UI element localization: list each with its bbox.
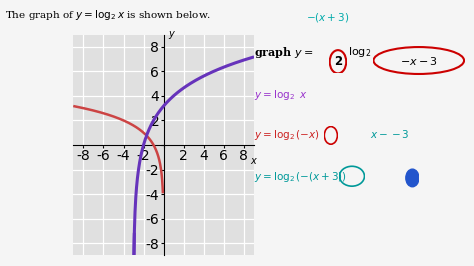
Text: $y$: $y$ <box>167 28 176 41</box>
Text: 2: 2 <box>334 55 342 68</box>
Text: $y = \log_2(-(x+3))$: $y = \log_2(-(x+3))$ <box>254 170 346 184</box>
Text: $y = \log_2(-x)$: $y = \log_2(-x)$ <box>254 128 319 142</box>
Text: $-x-3$: $-x-3$ <box>400 55 438 66</box>
Text: $-(x+3)$: $-(x+3)$ <box>306 11 349 24</box>
Text: $y = \log_2\ x$: $y = \log_2\ x$ <box>254 88 307 102</box>
Text: $x$: $x$ <box>249 156 258 166</box>
Text: $\log_2$: $\log_2$ <box>348 45 372 59</box>
Text: $x - - 3$: $x - - 3$ <box>370 128 410 140</box>
Text: The graph of $y = \log_2 x$ is shown below.: The graph of $y = \log_2 x$ is shown bel… <box>5 8 211 22</box>
Circle shape <box>406 169 419 187</box>
Text: graph $y =$: graph $y =$ <box>254 45 313 60</box>
